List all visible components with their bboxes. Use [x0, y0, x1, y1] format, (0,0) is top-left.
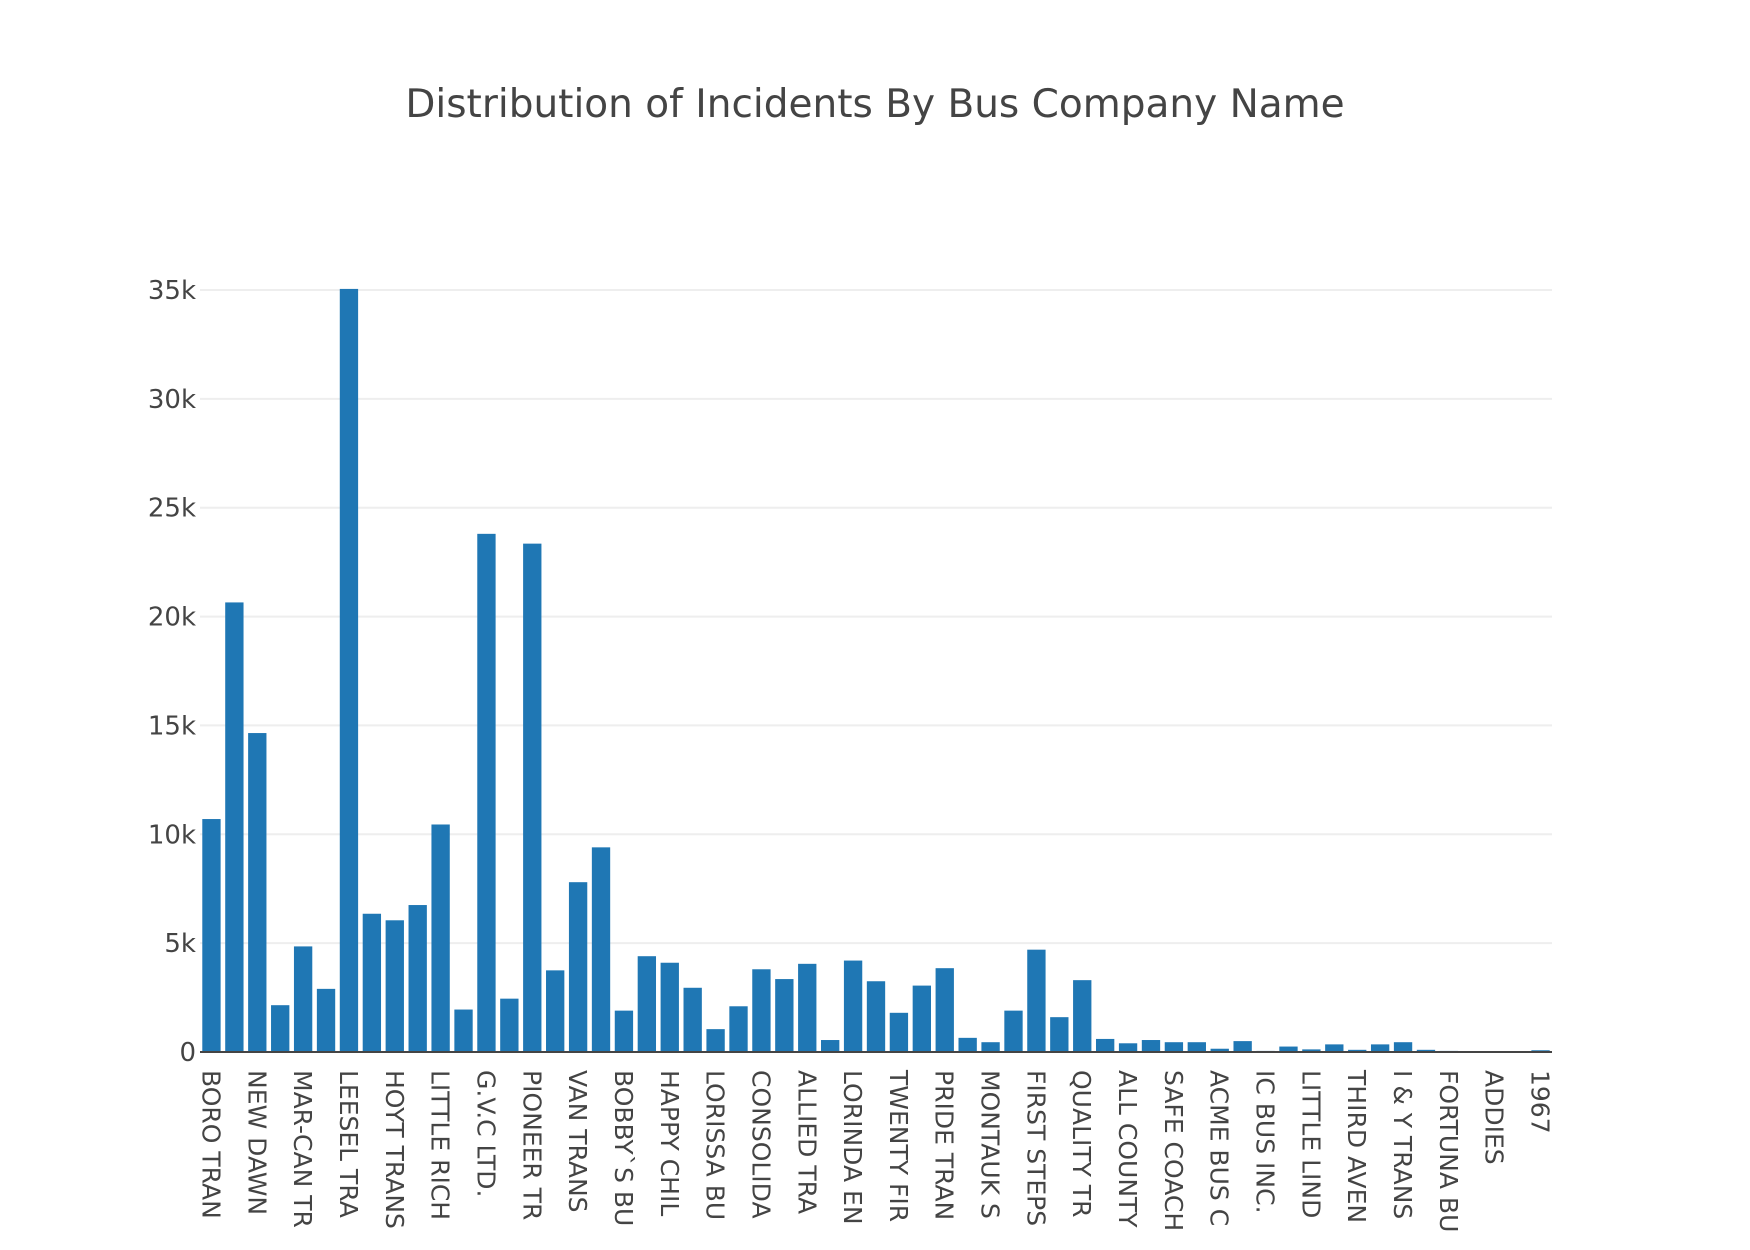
bar: [1348, 1049, 1367, 1052]
x-tick-label: QUALITY TR: [1067, 1070, 1096, 1218]
y-axis-ticks: 0 5k 10k 15k 20k 25k 30k 35k: [148, 276, 196, 1068]
x-tick-label: CONSOLIDA: [746, 1070, 775, 1219]
bar: [523, 543, 542, 1052]
x-tick-label: FORTUNA BU: [1434, 1070, 1463, 1232]
bar: [912, 985, 931, 1052]
bar: [889, 1012, 909, 1052]
x-tick-label: HOYT TRANS: [380, 1070, 409, 1229]
x-axis-ticks: BORO TRAN NEW DAWN MAR-CAN TR LEESEL TRA HOY…: [196, 1069, 1554, 1232]
x-tick-label: TWENTY FIR: [884, 1069, 913, 1222]
x-tick-label: ALL COUNTY: [1113, 1070, 1142, 1228]
bar: [477, 533, 496, 1052]
x-tick-label: BORO TRAN: [196, 1070, 225, 1219]
x-tick-label: NEW DAWN: [242, 1070, 271, 1215]
bar: [202, 819, 221, 1052]
bar: [225, 602, 244, 1052]
x-tick-label: LORINDA EN: [838, 1070, 867, 1225]
bar: [1416, 1049, 1436, 1052]
y-tick-label: 20k: [148, 603, 196, 633]
bar: [1279, 1046, 1298, 1052]
x-tick-label: LORISSA BU: [701, 1070, 730, 1220]
bar: [614, 1010, 634, 1052]
y-tick-label: 30k: [148, 385, 196, 415]
bar: [431, 824, 450, 1052]
bar: [1187, 1042, 1206, 1052]
bar: [843, 960, 863, 1052]
x-tick-label: FIRST STEPS: [1021, 1070, 1050, 1226]
bar: [683, 987, 702, 1052]
y-tick-label: 35k: [148, 276, 196, 306]
bar: [339, 288, 359, 1052]
bar: [660, 962, 679, 1052]
x-tick-label: LEESEL TRA: [334, 1070, 363, 1218]
bar: [1302, 1049, 1321, 1052]
bar: [591, 847, 611, 1052]
x-tick-label: LITTLE RICH: [426, 1070, 455, 1220]
x-tick-label: VAN TRANS: [563, 1070, 592, 1213]
chart-title: Distribution of Incidents By Bus Company…: [405, 82, 1345, 127]
bar: [1027, 949, 1046, 1052]
bar: [935, 968, 954, 1052]
bar: [362, 913, 382, 1052]
bar: [866, 981, 886, 1052]
bar: [271, 1005, 290, 1052]
bar: [1393, 1042, 1413, 1052]
bar: [1050, 1017, 1069, 1052]
x-tick-label: ALLIED TRA: [792, 1070, 821, 1214]
x-tick-label: ACME BUS C: [1205, 1070, 1234, 1226]
bar: [1141, 1040, 1161, 1052]
bar: [1095, 1038, 1115, 1052]
x-tick-label: IC BUS INC.: [1251, 1070, 1280, 1214]
bar: [1073, 980, 1092, 1052]
x-tick-label: G.V.C LTD.: [471, 1070, 500, 1198]
bar: [958, 1037, 977, 1052]
y-tick-label: 5k: [164, 929, 196, 959]
bar: [500, 998, 519, 1052]
x-tick-label: THIRD AVEN: [1342, 1069, 1371, 1223]
bars: [202, 288, 1550, 1052]
gridlines: [200, 289, 1552, 945]
y-tick-label: 25k: [148, 494, 196, 524]
bar: [706, 1029, 725, 1052]
bar: [408, 905, 427, 1052]
bar: [1370, 1044, 1390, 1052]
x-tick-label: PIONEER TR: [517, 1070, 546, 1220]
x-tick-label: 1967: [1526, 1070, 1555, 1134]
bar: [1233, 1041, 1252, 1052]
bar: [293, 946, 313, 1052]
bar: [798, 963, 817, 1052]
y-tick-label: 0: [179, 1038, 196, 1068]
y-tick-label: 15k: [148, 711, 196, 741]
bar: [637, 956, 657, 1052]
bar: [729, 1006, 748, 1052]
bar: [568, 882, 588, 1052]
x-tick-label: LITTLE LIND: [1296, 1070, 1325, 1218]
bar: [248, 733, 267, 1052]
x-tick-label: BOBBY`S BU: [609, 1070, 638, 1226]
bar: [316, 988, 336, 1052]
x-tick-label: SAFE COACH: [1159, 1070, 1188, 1231]
bar: [1118, 1043, 1138, 1052]
x-tick-label: MAR-CAN TR: [288, 1070, 317, 1228]
bar: [385, 920, 404, 1052]
x-tick-label: ADDIES: [1480, 1070, 1509, 1165]
bar: [981, 1042, 1000, 1052]
x-tick-label: PRIDE TRAN: [930, 1070, 959, 1220]
bar: [1004, 1010, 1023, 1052]
bar: [1210, 1048, 1229, 1052]
bar: [546, 970, 565, 1052]
y-tick-label: 10k: [148, 820, 196, 850]
bar: [1164, 1042, 1184, 1052]
x-tick-label: HAPPY CHIL: [655, 1070, 684, 1216]
bar: [752, 969, 771, 1052]
bar: [454, 1009, 473, 1052]
bar: [821, 1040, 840, 1052]
bar: [1325, 1044, 1344, 1052]
x-tick-label: MONTAUK S: [976, 1070, 1005, 1219]
bar: [775, 979, 794, 1052]
x-tick-label: I & Y TRANS: [1388, 1070, 1417, 1219]
